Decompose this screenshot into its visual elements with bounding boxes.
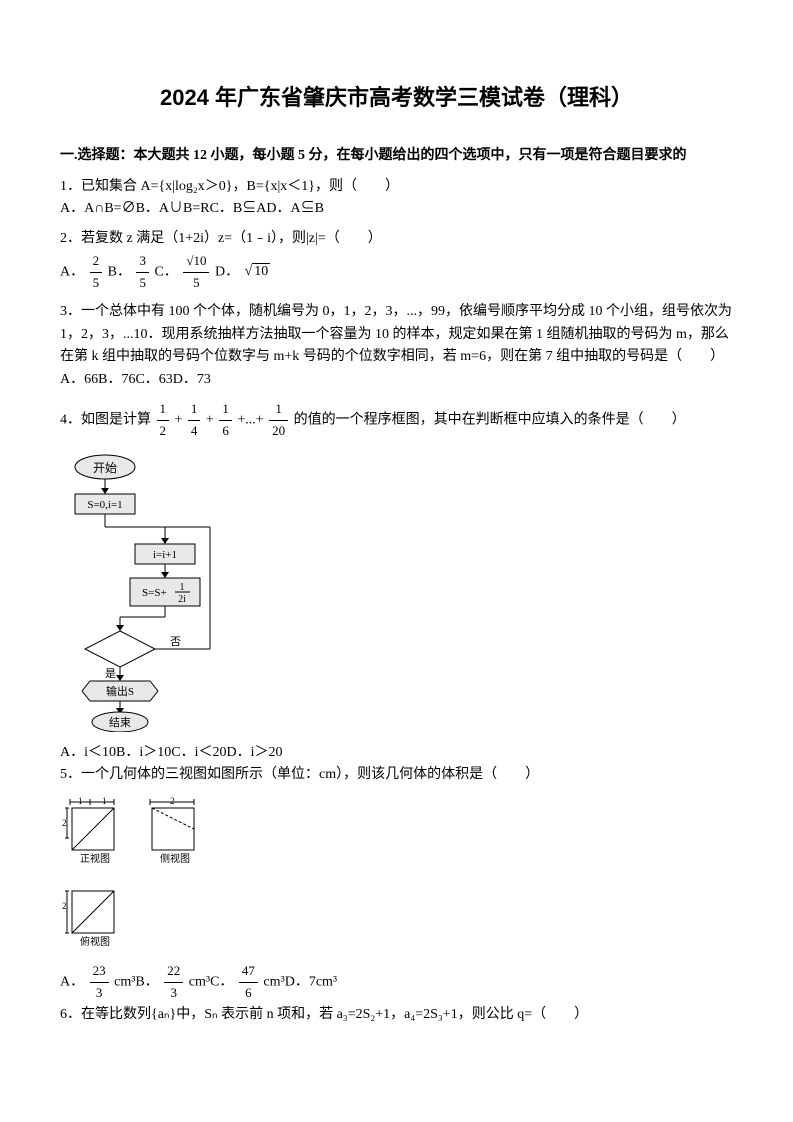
q2-options: A． 25 B． 35 C． √105 D． 10 [60, 251, 733, 294]
q5-text: 5．一个几何体的三视图如图所示（单位：cm），则该几何体的体积是（ ） [60, 764, 733, 786]
three-view-diagram: 1 1 2 正视图 2 侧视图 2 [60, 794, 733, 955]
svg-text:2: 2 [170, 796, 175, 806]
fc-init: S=0,i=1 [87, 499, 122, 511]
svg-text:1: 1 [78, 796, 83, 806]
q3-text: 3．一个总体中有 100 个个体，随机编号为 0，1，2，3，...，99，依编… [60, 301, 733, 368]
question-1: 1．已知集合 A={x|log₂x＞0}，B={x|x＜1}，则（ ） A．A∩… [60, 176, 733, 221]
question-6: 6．在等比数列{aₙ}中，Sₙ 表示前 n 项和，若 a₃=2S₂+1，a₄=2… [60, 1004, 733, 1026]
q2-text: 2．若复数 z 满足（1+2i）z=（1﹣i），则|z|=（ ） [60, 228, 733, 250]
q5-fracA: 233 [90, 961, 109, 1004]
q5-fracC: 476 [239, 961, 258, 1004]
q1-options: A．A∩B=∅B．A∪B=RC．B⊆AD．A⊆B [60, 198, 733, 220]
fc-end: 结束 [109, 716, 131, 729]
q6-text: 6．在等比数列{aₙ}中，Sₙ 表示前 n 项和，若 a₃=2S₂+1，a₄=2… [60, 1004, 733, 1026]
q3-options: A．66B．76C．63D．73 [60, 369, 733, 391]
q2-fracC: √105 [183, 251, 209, 294]
top-view: 2 俯视图 [60, 877, 130, 955]
flowchart-diagram: 开始 S=0,i=1 i=i+1 S=S+ 1 2i 否 是 输出S [60, 452, 230, 732]
svg-text:2i: 2i [178, 594, 186, 605]
q2-sqrtD: 10 [243, 261, 271, 283]
q5-fracB: 223 [164, 961, 183, 1004]
svg-text:正视图: 正视图 [80, 852, 110, 864]
front-view: 1 1 2 正视图 [60, 794, 130, 872]
fc-output: 输出S [106, 684, 134, 698]
svg-text:2: 2 [62, 901, 67, 911]
svg-text:2: 2 [62, 818, 67, 828]
q2-optD-label: D． [215, 264, 239, 279]
question-4: 4．如图是计算 12 + 14 + 16 +...+ 120 的值的一个程序框图… [60, 399, 733, 442]
q4-frac1: 12 [157, 399, 170, 442]
q2-fracB: 35 [136, 251, 149, 294]
svg-text:1: 1 [180, 582, 185, 593]
q4-frac4: 120 [269, 399, 288, 442]
q4-text: 4．如图是计算 12 + 14 + 16 +...+ 120 的值的一个程序框图… [60, 399, 733, 442]
q2-fracA: 25 [90, 251, 103, 294]
question-5: 5．一个几何体的三视图如图所示（单位：cm），则该几何体的体积是（ ） [60, 764, 733, 786]
section-header: 一.选择题：本大题共 12 小题，每小题 5 分，在每小题给出的四个选项中，只有… [60, 145, 733, 167]
svg-text:1: 1 [102, 796, 107, 806]
question-2: 2．若复数 z 满足（1+2i）z=（1﹣i），则|z|=（ ） A． 25 B… [60, 228, 733, 293]
fc-yes: 是 [105, 667, 116, 680]
side-view: 2 侧视图 [140, 794, 210, 872]
fc-start: 开始 [93, 461, 117, 475]
page-title: 2024 年广东省肇庆市高考数学三模试卷（理科） [60, 80, 733, 115]
fc-sum-pre: S=S+ [142, 587, 167, 599]
question-3: 3．一个总体中有 100 个个体，随机编号为 0，1，2，3，...，99，依编… [60, 301, 733, 391]
q5-options: A． 233 cm³B． 223 cm³C． 476 cm³D．7cm³ [60, 961, 733, 1004]
q2-optC-label: C． [154, 264, 177, 279]
q2-optB-label: B． [108, 264, 131, 279]
q4-frac3: 16 [219, 399, 232, 442]
q4-frac2: 14 [188, 399, 201, 442]
q1-text: 1．已知集合 A={x|log₂x＞0}，B={x|x＜1}，则（ ） [60, 176, 733, 198]
svg-text:俯视图: 俯视图 [80, 935, 110, 947]
svg-text:侧视图: 侧视图 [160, 852, 190, 864]
q2-optA-label: A． [60, 264, 84, 279]
fc-no: 否 [170, 636, 181, 648]
q4-options: A．i＜10B．i＞10C．i＜20D．i＞20 [60, 742, 733, 764]
fc-inc: i=i+1 [153, 549, 177, 561]
